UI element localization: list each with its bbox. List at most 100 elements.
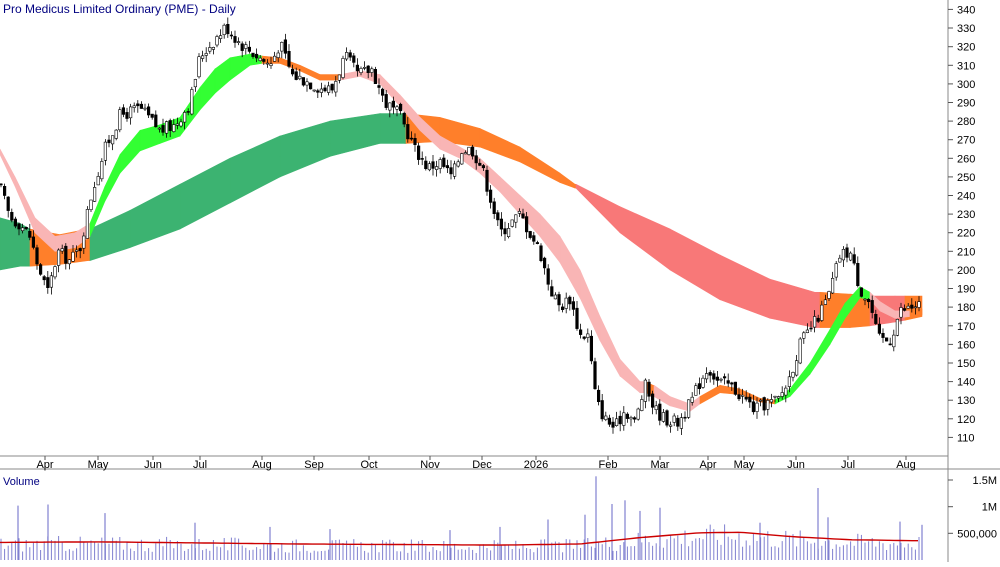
candle-body — [341, 58, 345, 78]
candle-body — [96, 176, 100, 186]
candle-body — [600, 400, 604, 420]
candle-body — [143, 107, 147, 110]
candle-body — [46, 277, 50, 288]
candle-body — [686, 399, 691, 418]
candle-body — [622, 412, 626, 426]
y-tick-label: 330 — [957, 23, 975, 35]
volume-label: Volume — [3, 476, 40, 488]
candle-body — [323, 87, 327, 92]
candle-body — [784, 387, 788, 396]
candle-body — [294, 71, 298, 80]
candle-body — [676, 417, 680, 427]
y-tick-label: 310 — [957, 60, 975, 72]
candle-body — [838, 257, 842, 263]
candle-body — [578, 329, 583, 335]
candle-body — [906, 305, 910, 309]
x-tick-label: Oct — [360, 459, 377, 471]
candle-body — [672, 415, 676, 423]
long-ribbon-segment — [719, 254, 771, 319]
candles — [0, 17, 921, 435]
y-tick-label: 220 — [957, 228, 975, 240]
y-tick-label: 240 — [957, 191, 975, 203]
candle-body — [251, 52, 255, 57]
short-ribbon-segment — [359, 70, 381, 85]
candle-body — [668, 424, 673, 427]
short-ribbon-segment — [719, 384, 741, 395]
candle-body — [751, 401, 755, 413]
candle-body — [550, 286, 554, 297]
candle-body — [510, 219, 514, 227]
candle-body — [406, 124, 410, 140]
y-tick-label: 300 — [957, 79, 975, 91]
candle-body — [229, 34, 234, 37]
candle-body — [10, 212, 14, 221]
candle-body — [172, 124, 176, 132]
candle-body — [237, 41, 241, 43]
candle-body — [85, 209, 89, 239]
long-ribbon-segment — [129, 183, 181, 249]
candle-body — [866, 298, 871, 302]
candle-body — [827, 291, 831, 299]
candle-body — [737, 394, 741, 400]
long-ribbon-segment — [519, 146, 561, 183]
candle-body — [506, 228, 511, 237]
candle-body — [719, 378, 723, 381]
candle-body — [586, 333, 590, 338]
candle-body — [71, 251, 75, 262]
candle-body — [384, 94, 388, 108]
candle-body — [78, 248, 82, 252]
y-tick-label: 190 — [957, 284, 975, 296]
candle-body — [240, 43, 244, 51]
candle-body — [913, 306, 917, 309]
candle-body — [650, 393, 655, 408]
candle-body — [17, 223, 21, 230]
candle-body — [730, 382, 734, 385]
y-tick-label: 120 — [957, 414, 975, 426]
candle-body — [352, 55, 356, 63]
candle-body — [179, 121, 183, 127]
candle-body — [258, 57, 262, 61]
candle-body — [35, 247, 39, 265]
candle-body — [67, 259, 71, 265]
candle-body — [704, 373, 709, 380]
candle-body — [280, 41, 284, 52]
candle-body — [431, 161, 435, 169]
candle-body — [442, 157, 446, 167]
y-tick-label: 270 — [957, 135, 975, 147]
candle-body — [658, 403, 662, 421]
candle-body — [848, 252, 853, 261]
candle-body — [589, 335, 593, 362]
candle-body — [823, 299, 827, 305]
candle-body — [712, 373, 716, 380]
candle-body — [49, 275, 53, 288]
x-tick-label: Feb — [599, 459, 618, 471]
candle-body — [787, 376, 791, 387]
candle-body — [726, 380, 730, 384]
candle-body — [233, 36, 237, 43]
candle-body — [2, 186, 7, 196]
short-ribbon-segment — [199, 68, 216, 111]
long-ribbon-segment — [575, 183, 621, 234]
candle-body — [298, 75, 302, 80]
candle-body — [557, 294, 561, 306]
candle-body — [762, 397, 766, 411]
candle-body — [805, 329, 809, 334]
candle-body — [380, 88, 385, 96]
candle-body — [902, 308, 907, 311]
long-ribbon-segment — [669, 228, 721, 301]
candle-body — [463, 152, 468, 155]
long-ribbon-segment — [379, 113, 406, 144]
candle-body — [809, 327, 813, 330]
long-ribbon-segment — [619, 206, 671, 271]
candle-body — [75, 249, 79, 252]
candle-body — [740, 394, 745, 397]
candle-body — [204, 53, 208, 56]
candle-body — [28, 231, 32, 238]
short-ribbon-segment — [499, 176, 521, 215]
y-tick-label: 150 — [957, 358, 975, 370]
candle-body — [337, 74, 342, 81]
short-ribbon-segment — [619, 358, 641, 394]
candle-body — [643, 379, 647, 402]
